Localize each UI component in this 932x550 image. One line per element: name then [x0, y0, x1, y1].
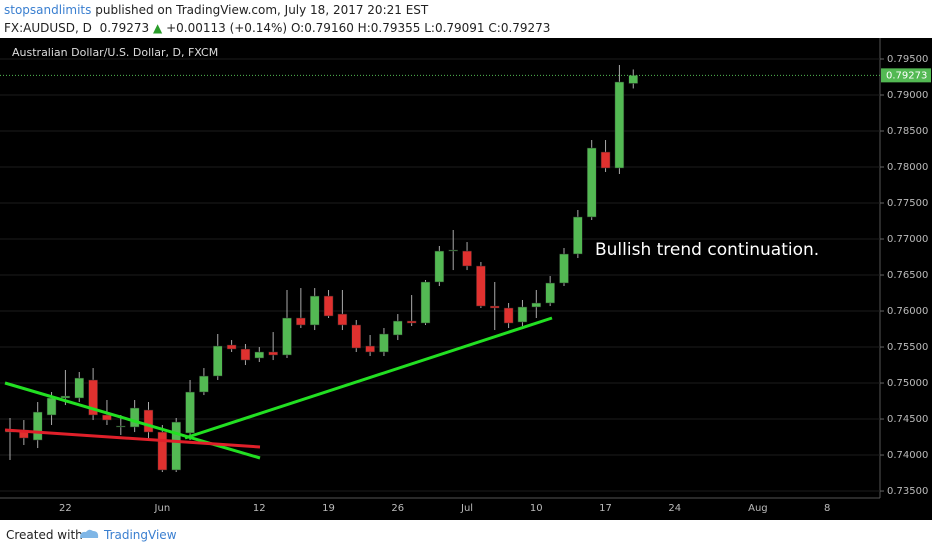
candle-body	[226, 344, 237, 350]
annotation: Bullish trend continuation.	[595, 240, 819, 260]
change: +0.00113 (+0.14%)	[166, 21, 288, 35]
price-tag	[881, 68, 931, 83]
x-tick-label: 12	[253, 503, 266, 514]
candle-body	[171, 421, 181, 471]
x-tick-label: 26	[391, 503, 404, 514]
candle-body	[213, 345, 223, 377]
ohlc-label: L:	[424, 21, 435, 35]
candle-body	[185, 391, 195, 434]
y-tick-label: 0.75000	[887, 378, 928, 389]
ohlc-value: 0.79091	[434, 21, 485, 35]
author[interactable]: stopsandlimits	[4, 3, 92, 17]
candle-body	[573, 216, 583, 255]
candle-body	[600, 151, 611, 169]
price-tag-label: 0.79273	[886, 70, 927, 81]
y-tick-label: 0.74500	[887, 414, 928, 425]
y-tick-label: 0.75500	[887, 342, 928, 353]
y-tick-label: 0.77000	[887, 234, 928, 245]
publish-line: stopsandlimits published on TradingView.…	[4, 3, 428, 17]
ohlc-label: C:	[488, 21, 501, 35]
candle-body	[517, 306, 528, 323]
background	[0, 38, 932, 520]
y-tick-label: 0.76000	[887, 306, 928, 317]
x-tick-label: 17	[599, 503, 612, 514]
candle-body	[490, 305, 500, 309]
arrow: ▲	[153, 21, 163, 35]
candle-body	[420, 281, 431, 324]
candle-body	[157, 431, 168, 471]
y-tick-label: 0.79000	[887, 90, 928, 101]
candle-body	[531, 302, 542, 308]
x-tick-label: Aug	[748, 503, 768, 514]
x-tick-label: 24	[668, 503, 681, 514]
candle-body	[434, 250, 445, 283]
candle-body	[323, 295, 334, 317]
candle-body	[240, 348, 251, 361]
published: published on TradingView.com, July 18, 2…	[95, 3, 429, 17]
candle-body	[379, 333, 389, 353]
candle-body	[503, 307, 514, 324]
candle-body	[406, 320, 417, 324]
brand[interactable]: TradingView	[104, 528, 177, 542]
created-with: Created with	[6, 528, 83, 542]
candle-body	[309, 295, 320, 326]
ohlc-value: 0.79355	[370, 21, 421, 35]
candle-body	[199, 375, 209, 393]
candle-body	[282, 317, 292, 356]
plot: 0.73500 0.74000 0.74500 0.75000 0.75500 0.760…	[0, 54, 928, 514]
candle-body	[268, 351, 278, 356]
candle-body	[545, 282, 555, 304]
candle-body	[296, 317, 306, 326]
trend-line	[4, 428, 261, 449]
candle-body	[586, 147, 597, 218]
ohlc-label: O:	[290, 21, 305, 35]
header: stopsandlimits published on TradingView.…	[0, 0, 932, 38]
candle-body	[337, 313, 348, 326]
chart: 0.73500 0.74000 0.74500 0.75000 0.75500 0.760…	[0, 38, 932, 520]
x-tick-label: 8	[824, 503, 830, 514]
x-tick-label: 19	[322, 503, 335, 514]
candle-body	[559, 253, 569, 284]
ohlc-value: 0.79273	[500, 21, 551, 35]
candle-body	[393, 320, 403, 336]
candle-body	[254, 351, 265, 359]
candle-body	[628, 75, 638, 84]
x-tick-label: Jul	[460, 503, 473, 514]
last-price: 0.79273	[99, 21, 150, 35]
candle-body	[102, 414, 112, 421]
candle-body	[462, 250, 472, 267]
ohlc-value: 0.79160	[304, 21, 354, 35]
candle-body	[74, 377, 84, 399]
symbol: FX:AUDUSD, D	[4, 21, 92, 35]
y-tick-label: 0.73500	[887, 486, 928, 497]
y-tick-label: 0.78000	[887, 162, 928, 173]
candle-body	[365, 345, 375, 353]
x-tick-label: 22	[59, 503, 72, 514]
chart-title: Australian Dollar/U.S. Dollar, D, FXCM	[12, 46, 218, 59]
ohlc-label: H:	[357, 21, 371, 35]
candle-body	[143, 409, 154, 433]
candle-body	[60, 395, 71, 399]
x-tick-label: 10	[530, 503, 543, 514]
x-tick-label: Jun	[154, 503, 171, 514]
y-tick-label: 0.79500	[887, 54, 928, 65]
candle-body	[351, 324, 361, 349]
quote-line: FX:AUDUSD, D 0.79273 ▲ +0.00113 (+0.14%)…	[4, 21, 550, 35]
y-tick-label: 0.78500	[887, 126, 928, 137]
candle-body	[88, 379, 98, 416]
candle-body	[32, 411, 43, 441]
y-tick-label: 0.76500	[887, 270, 928, 281]
logo	[80, 529, 99, 538]
candle-body	[46, 397, 57, 416]
candle-body	[448, 249, 458, 252]
candle-body	[129, 407, 140, 428]
trend-line	[184, 316, 553, 440]
y-tick-label: 0.74000	[887, 450, 928, 461]
footer: Created with TradingView	[0, 520, 932, 550]
y-tick-label: 0.77500	[887, 198, 928, 209]
candle-body	[614, 81, 625, 169]
candle-body	[476, 265, 486, 307]
candle-body	[116, 425, 126, 428]
